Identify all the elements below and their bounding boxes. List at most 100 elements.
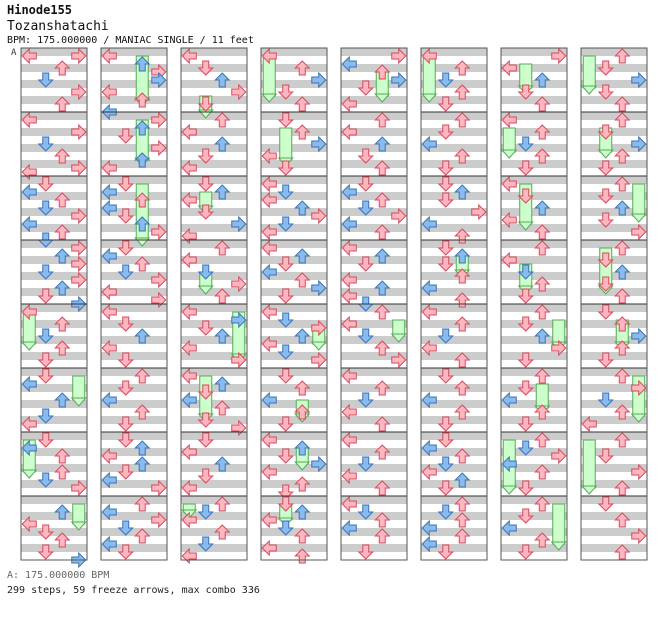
beat-stripe (341, 544, 407, 552)
freeze-tail (70, 521, 87, 531)
blue-arrow-icon (101, 503, 117, 521)
beat-stripe (21, 400, 87, 408)
red-arrow-icon (261, 463, 277, 481)
beat-stripe (501, 144, 567, 152)
red-arrow-icon (437, 240, 454, 256)
red-arrow-icon (454, 228, 471, 244)
beat-stripe (421, 64, 487, 72)
red-arrow-icon (437, 160, 454, 176)
beat-stripe (181, 464, 247, 472)
beat-stripe (261, 240, 327, 248)
red-arrow-icon (71, 159, 87, 177)
red-arrow-icon (101, 303, 117, 321)
red-arrow-icon (437, 96, 454, 112)
blue-arrow-icon (37, 408, 54, 424)
red-arrow-icon (214, 496, 231, 512)
chart-info: BPM: 175.000000 / MANIAC SINGLE / 11 fee… (7, 35, 254, 46)
beat-stripe (101, 80, 167, 88)
red-arrow-icon (534, 532, 551, 548)
beat-stripe (421, 368, 487, 376)
blue-arrow-icon (134, 216, 151, 232)
blue-arrow-icon (37, 72, 54, 88)
beat-stripe (341, 160, 407, 168)
red-arrow-icon (437, 368, 454, 384)
beat-stripe (501, 160, 567, 168)
beat-stripe (21, 160, 87, 168)
beat-stripe (421, 192, 487, 200)
beat-stripe (501, 176, 567, 184)
red-arrow-icon (454, 448, 471, 464)
red-arrow-icon (374, 160, 391, 176)
beat-stripe (421, 320, 487, 328)
red-arrow-icon (37, 288, 54, 304)
beat-stripe (101, 96, 167, 104)
blue-arrow-icon (614, 264, 631, 280)
bpm-summary: A: 175.000000 BPM (7, 570, 110, 581)
beat-stripe (581, 432, 647, 440)
beat-stripe (261, 416, 327, 424)
blue-arrow-icon (54, 280, 71, 296)
red-arrow-icon (181, 159, 197, 177)
beat-stripe (21, 272, 87, 280)
beat-stripe (261, 208, 327, 216)
red-arrow-icon (277, 368, 294, 384)
beat-stripe (341, 224, 407, 232)
blue-arrow-icon (277, 184, 294, 200)
red-arrow-icon (614, 340, 631, 356)
red-arrow-icon (277, 448, 294, 464)
blue-arrow-icon (214, 136, 231, 152)
red-arrow-icon (631, 527, 647, 545)
red-arrow-icon (294, 124, 311, 140)
red-arrow-icon (54, 192, 71, 208)
beat-stripe (581, 128, 647, 136)
red-arrow-icon (294, 528, 311, 544)
beat-stripe (261, 96, 327, 104)
beat-stripe (341, 464, 407, 472)
blue-arrow-icon (294, 440, 311, 456)
beat-stripe (581, 464, 647, 472)
blue-arrow-icon (261, 391, 277, 409)
blue-arrow-icon (357, 328, 374, 344)
beat-stripe (501, 208, 567, 216)
red-arrow-icon (197, 96, 214, 112)
blue-arrow-icon (534, 200, 551, 216)
red-arrow-icon (71, 479, 87, 497)
beat-stripe (421, 512, 487, 520)
red-arrow-icon (501, 111, 517, 129)
beat-stripe (181, 176, 247, 184)
red-arrow-icon (597, 212, 614, 228)
blue-arrow-icon (214, 376, 231, 392)
blue-arrow-icon (37, 136, 54, 152)
red-arrow-icon (437, 256, 454, 272)
red-arrow-icon (101, 339, 117, 357)
beat-stripe (181, 368, 247, 376)
red-arrow-icon (437, 480, 454, 496)
red-arrow-icon (517, 160, 534, 176)
freeze-body (632, 183, 646, 217)
red-arrow-icon (374, 528, 391, 544)
red-arrow-icon (214, 112, 231, 128)
red-arrow-icon (71, 207, 87, 225)
blue-arrow-icon (501, 391, 517, 409)
red-arrow-icon (597, 304, 614, 320)
freeze-tail (581, 485, 598, 495)
red-arrow-icon (421, 303, 437, 321)
red-arrow-icon (261, 191, 277, 209)
red-arrow-icon (374, 304, 391, 320)
blue-arrow-icon (134, 328, 151, 344)
beat-stripe (101, 288, 167, 296)
beat-stripe (261, 160, 327, 168)
beat-stripe (421, 112, 487, 120)
red-arrow-icon (214, 524, 231, 540)
freeze-tail (550, 541, 567, 551)
beat-stripe (341, 176, 407, 184)
beat-stripe (101, 144, 167, 152)
red-arrow-icon (181, 367, 197, 385)
red-arrow-icon (454, 404, 471, 420)
red-arrow-icon (597, 496, 614, 512)
red-arrow-icon (517, 352, 534, 368)
beat-stripe (101, 512, 167, 520)
beat-stripe (21, 528, 87, 536)
red-arrow-icon (454, 496, 471, 512)
chart-column (20, 47, 88, 561)
